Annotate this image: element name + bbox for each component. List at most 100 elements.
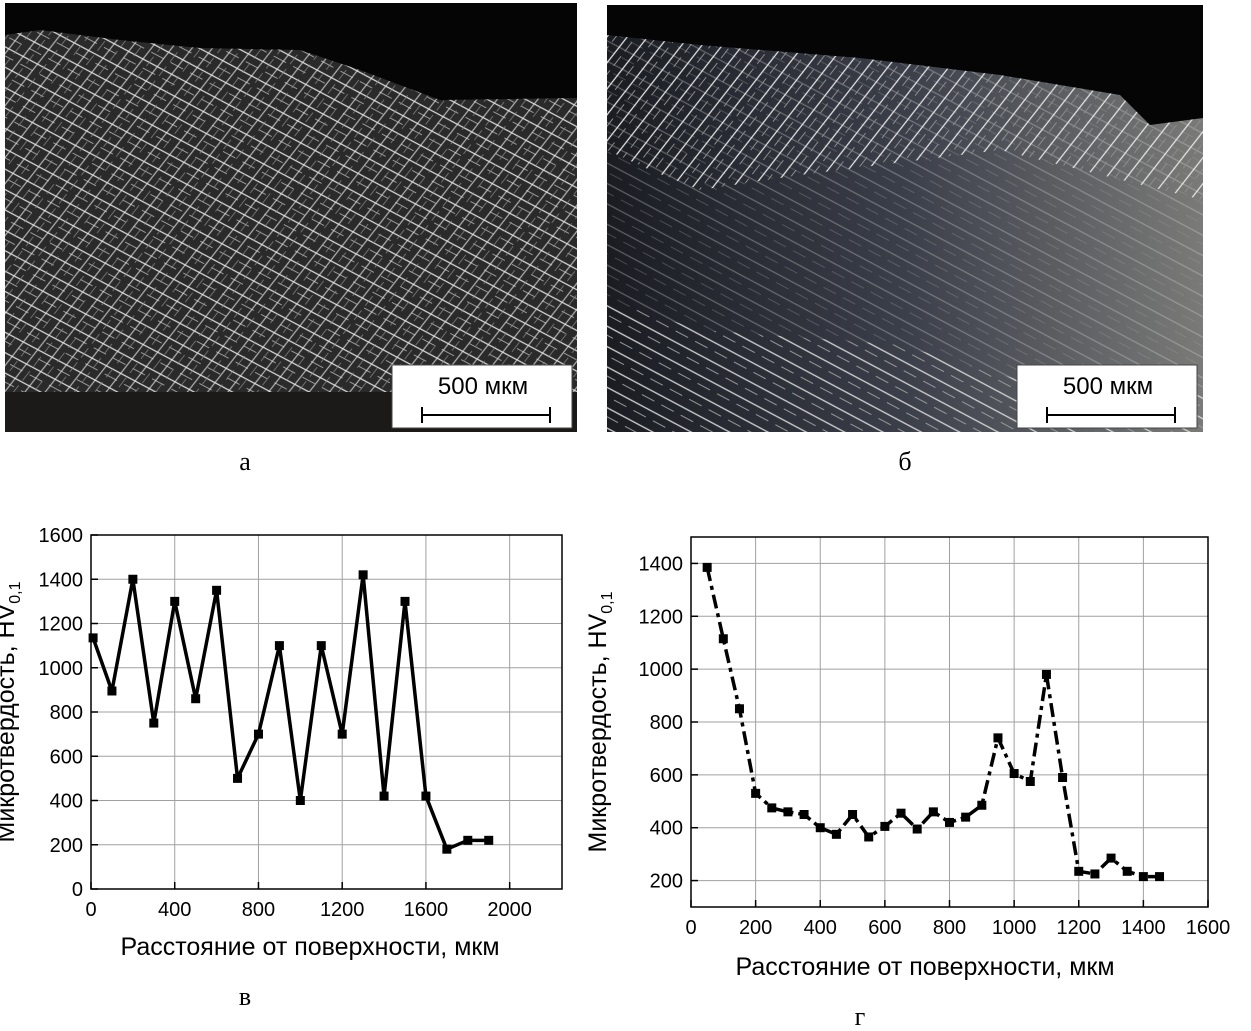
marker [977, 800, 987, 810]
marker [1041, 669, 1051, 679]
y-tick-label: 1000 [39, 658, 84, 680]
marker [484, 835, 494, 845]
y-tick-label: 800 [50, 702, 83, 724]
y-tick-label: 1200 [39, 614, 84, 636]
marker [274, 641, 284, 651]
marker [1122, 866, 1132, 876]
x-tick-label: 400 [158, 899, 191, 921]
y-tick-label: 1400 [39, 569, 84, 591]
marker [783, 807, 793, 817]
marker [337, 729, 347, 739]
marker [896, 808, 906, 818]
marker [191, 694, 201, 704]
plot-frame [90, 534, 563, 890]
y-axis-label-sub: 0,1 [7, 581, 24, 603]
marker [107, 686, 117, 696]
marker [170, 596, 180, 606]
marker [253, 729, 263, 739]
series-line [91, 573, 489, 851]
y-tick-label: 1200 [639, 606, 684, 628]
marker [1090, 869, 1100, 879]
x-tick-label: 0 [85, 899, 96, 921]
chart-caption: г [855, 1002, 866, 1031]
chart-caption: в [239, 982, 251, 1011]
y-tick-label: 800 [650, 712, 683, 734]
marker [128, 574, 138, 584]
y-tick-label: 200 [650, 871, 683, 893]
marker [864, 832, 874, 842]
x-tick-label: 800 [933, 917, 966, 939]
x-tick-label: 800 [242, 899, 275, 921]
x-axis-label: Расстояние от поверхности, мкм [120, 933, 499, 961]
marker [831, 829, 841, 839]
x-tick-label: 1400 [1121, 917, 1166, 939]
marker [1025, 776, 1035, 786]
y-axis-label-main: Микротвердость, HV [584, 613, 612, 852]
x-tick-label: 1200 [320, 899, 365, 921]
y-axis-label-sub: 0,1 [599, 591, 616, 613]
marker [928, 807, 938, 817]
y-tick-label: 600 [50, 746, 83, 768]
x-tick-label: 400 [804, 917, 837, 939]
marker [400, 596, 410, 606]
marker [702, 562, 712, 572]
x-tick-label: 1600 [1186, 917, 1231, 939]
micrograph-a: 500 мкм [5, 3, 577, 432]
y-axis-label-main: Микротвердость, HV [0, 603, 20, 842]
marker [233, 773, 243, 783]
marker [734, 704, 744, 714]
marker [880, 821, 890, 831]
marker [815, 823, 825, 833]
scale-bar-label: 500 мкм [1063, 373, 1153, 400]
plot-frame [690, 536, 1209, 908]
marker [379, 791, 389, 801]
x-tick-label: 0 [685, 917, 696, 939]
marker [212, 585, 222, 595]
marker [767, 803, 777, 813]
marker [1058, 773, 1068, 782]
y-tick-label: 400 [50, 791, 83, 813]
y-tick-label: 1600 [39, 525, 84, 547]
marker [961, 812, 971, 822]
marker [358, 570, 368, 580]
y-tick-label: 600 [650, 765, 683, 787]
marker [149, 718, 159, 728]
y-tick-label: 200 [50, 835, 83, 857]
y-tick-label: 400 [650, 818, 683, 840]
marker [421, 791, 431, 801]
x-tick-label: 1000 [992, 917, 1037, 939]
marker [945, 817, 954, 827]
y-tick-label: 1400 [639, 553, 684, 575]
marker [718, 634, 728, 644]
marker [1009, 769, 1019, 779]
marker [88, 633, 98, 643]
x-tick-label: 200 [739, 917, 772, 939]
marker [751, 788, 761, 798]
marker [1074, 866, 1084, 876]
series-line [705, 567, 1160, 879]
y-tick-label: 0 [72, 879, 83, 901]
marker [912, 824, 922, 834]
x-tick-label: 1600 [404, 899, 449, 921]
x-tick-label: 2000 [487, 899, 532, 921]
panel-label: б [898, 447, 911, 476]
y-tick-label: 1000 [639, 659, 684, 681]
marker [993, 733, 1003, 743]
marker [463, 835, 473, 845]
marker [295, 796, 305, 805]
marker [848, 810, 858, 819]
marker [1106, 853, 1116, 863]
x-axis-label: Расстояние от поверхности, мкм [735, 953, 1114, 981]
y-axis-label: Микротвердость, HV0,1 [584, 591, 616, 852]
marker [799, 810, 809, 819]
x-tick-label: 600 [868, 917, 901, 939]
micrograph-b: 500 мкм [607, 5, 1203, 432]
scale-bar-label: 500 мкм [438, 373, 528, 400]
marker [1155, 872, 1165, 882]
y-axis-label: Микротвердость, HV0,1 [0, 581, 24, 842]
marker [1138, 872, 1148, 882]
x-tick-label: 1200 [1057, 917, 1102, 939]
marker [442, 844, 452, 854]
